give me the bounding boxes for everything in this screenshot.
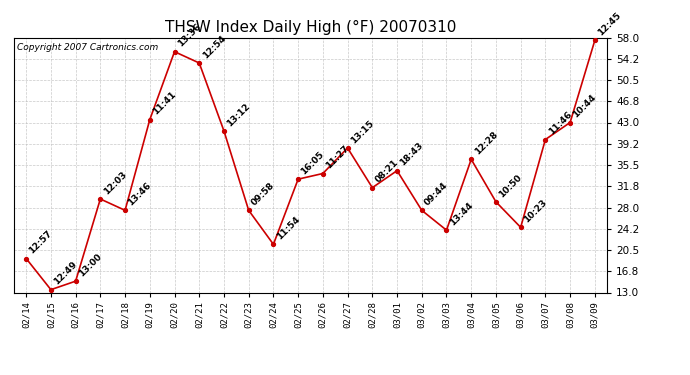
Text: 16:05: 16:05 — [299, 150, 326, 176]
Text: 09:44: 09:44 — [423, 181, 450, 207]
Text: 08:21: 08:21 — [374, 158, 400, 185]
Text: 12:49: 12:49 — [52, 260, 79, 287]
Text: 10:23: 10:23 — [522, 198, 549, 225]
Text: 12:57: 12:57 — [28, 229, 55, 256]
Text: 12:28: 12:28 — [473, 130, 499, 156]
Text: 13:44: 13:44 — [448, 201, 475, 227]
Text: 13:12: 13:12 — [226, 102, 252, 128]
Text: 13:36: 13:36 — [176, 22, 202, 49]
Text: 18:43: 18:43 — [398, 141, 425, 168]
Title: THSW Index Daily High (°F) 20070310: THSW Index Daily High (°F) 20070310 — [165, 20, 456, 35]
Text: 11:46: 11:46 — [546, 110, 573, 137]
Text: 12:45: 12:45 — [596, 11, 623, 38]
Text: 10:50: 10:50 — [497, 172, 524, 199]
Text: 13:46: 13:46 — [126, 181, 153, 207]
Text: 11:27: 11:27 — [324, 144, 351, 171]
Text: 12:03: 12:03 — [101, 170, 128, 196]
Text: 13:00: 13:00 — [77, 252, 104, 278]
Text: Copyright 2007 Cartronics.com: Copyright 2007 Cartronics.com — [17, 43, 158, 52]
Text: 10:44: 10:44 — [571, 93, 598, 120]
Text: 11:41: 11:41 — [151, 90, 178, 117]
Text: 09:58: 09:58 — [250, 181, 277, 207]
Text: 12:54: 12:54 — [201, 33, 227, 60]
Text: 11:54: 11:54 — [275, 215, 302, 242]
Text: 13:15: 13:15 — [349, 118, 375, 145]
